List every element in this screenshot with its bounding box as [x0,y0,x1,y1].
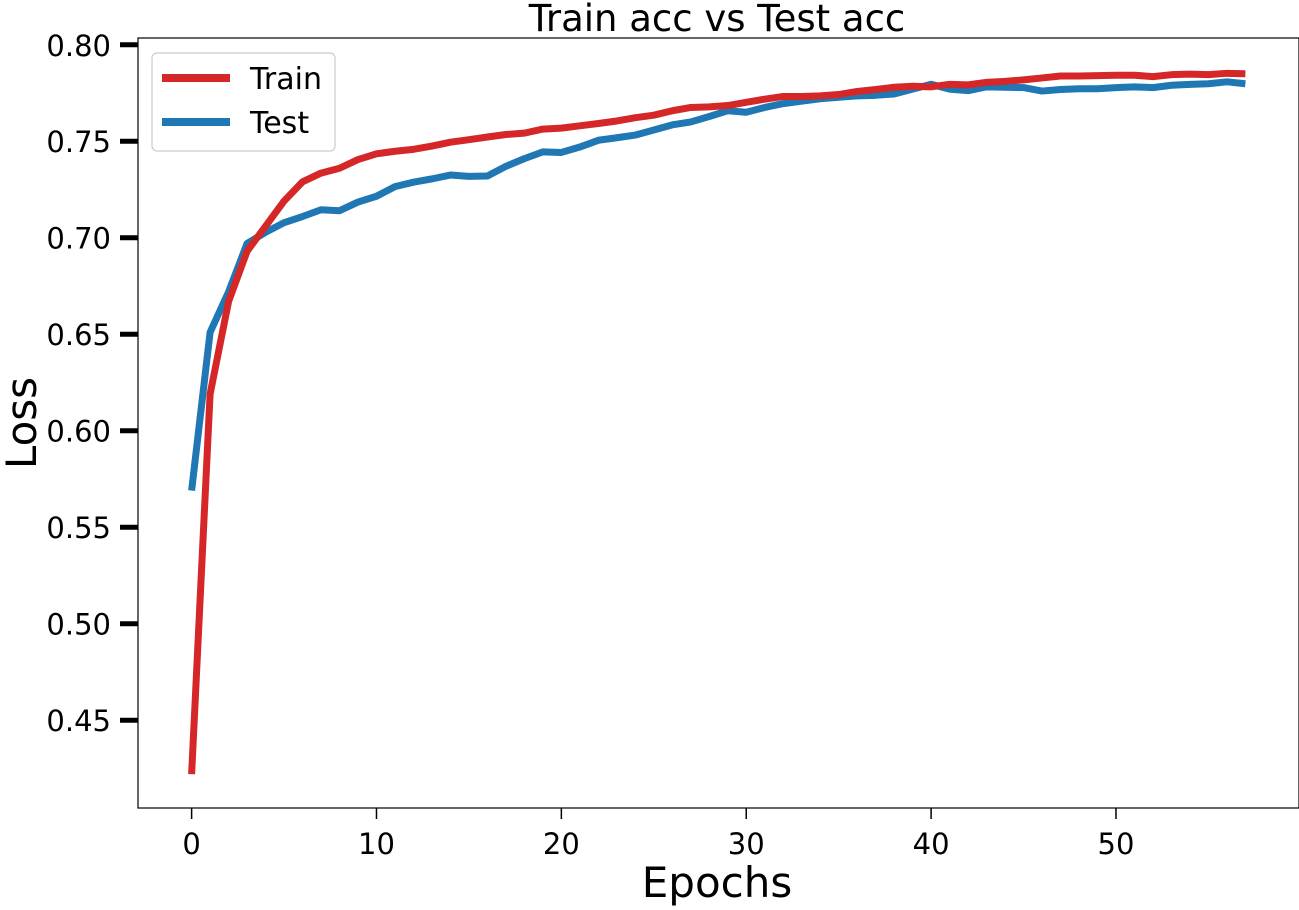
plot-area-frame [137,37,1299,809]
x-tick-label: 20 [543,827,580,861]
legend: Train Test [151,52,336,152]
x-tick-label: 50 [1098,827,1135,861]
y-tick-label: 0.80 [46,29,111,63]
y-tick-label: 0.75 [46,125,111,159]
y-axis-ticks: 0.45 0.50 0.55 0.60 0.65 0.70 0.75 0.80 [46,29,138,738]
series-line-train [188,69,1246,775]
y-tick-label: 0.45 [46,704,111,738]
legend-label-test: Test [249,106,309,141]
x-tick-label: 10 [358,827,395,861]
series-line-test [188,78,1246,491]
series-layer [188,69,1246,775]
x-tick-label: 40 [913,827,950,861]
x-axis-ticks: 0 10 20 30 40 50 [182,808,1134,861]
y-tick-label: 0.65 [46,318,111,352]
y-tick-label: 0.60 [46,415,111,449]
y-axis-label: Loss [0,377,46,469]
x-axis-label: Epochs [642,858,793,906]
legend-label-train: Train [249,62,322,97]
x-tick-label: 0 [182,827,200,861]
x-tick-label: 30 [728,827,765,861]
y-tick-label: 0.50 [46,608,111,642]
y-tick-label: 0.55 [46,511,111,545]
y-tick-label: 0.70 [46,222,111,256]
chart-title: Train acc vs Test acc [528,0,906,40]
